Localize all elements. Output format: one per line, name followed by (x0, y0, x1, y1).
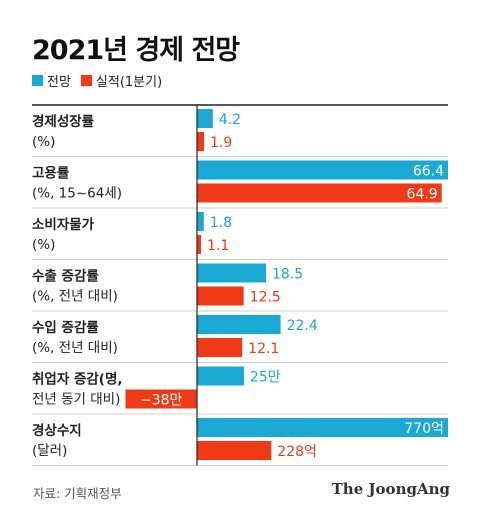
category-label: 취업자 증감(명, (32, 371, 123, 388)
chart-title: 2021년 경제 전망 (32, 35, 240, 66)
legend-swatch-forecast (32, 75, 43, 86)
category-sublabel: (%, 전년 대비) (32, 289, 118, 305)
category-label: 수출 증감률 (32, 268, 99, 285)
brand-logo: The JoongAng (331, 480, 450, 498)
legend-item-actual: 실적(1분기) (80, 71, 163, 90)
category-label: 소비자물가 (32, 217, 95, 233)
bar-actual (197, 235, 202, 254)
category-sublabel: 전년 동기 대비) (32, 392, 120, 408)
category-sublabel: (달러) (32, 443, 67, 459)
category-label: 고용률 (32, 165, 70, 182)
legend-item-forecast: 전망 (32, 71, 71, 90)
bar-actual (197, 441, 272, 460)
category-sublabel: (%, 전년 대비) (32, 340, 118, 356)
category-sublabel: (%) (32, 237, 55, 253)
data-label: −38만 (140, 393, 183, 409)
data-label: 18.5 (272, 267, 303, 283)
bar-forecast (197, 315, 281, 334)
category-label: 경제성장률 (32, 113, 95, 130)
data-label: 25만 (250, 370, 281, 386)
data-label: 1.8 (210, 215, 232, 231)
bar-forecast (197, 418, 448, 437)
bar-actual (197, 286, 244, 306)
bar-forecast (197, 366, 244, 386)
data-label: 228억 (277, 444, 317, 460)
legend-swatch-actual (80, 75, 92, 86)
bar-actual (197, 183, 442, 203)
legend: 전망 실적(1분기) (32, 71, 162, 90)
data-label: 22.4 (287, 318, 318, 334)
data-label: 12.5 (250, 290, 281, 306)
category-sublabel: (%, 15~64세) (32, 186, 122, 202)
bar-actual (125, 389, 197, 409)
bar-forecast (197, 263, 267, 283)
bar-actual (197, 338, 243, 357)
bar-forecast (197, 160, 448, 180)
bar-forecast (197, 212, 204, 231)
legend-label-forecast: 전망 (47, 75, 71, 90)
data-label: 1.1 (207, 238, 229, 254)
data-label: 12.1 (248, 341, 279, 357)
legend-label-actual: 실적(1분기) (95, 75, 163, 90)
data-label: 1.9 (210, 135, 232, 151)
category-sublabel: (%) (32, 134, 55, 150)
bar-forecast (197, 109, 213, 128)
source-note: 자료: 기획재정부 (33, 486, 122, 501)
data-label: 64.9 (407, 187, 438, 203)
data-label: 4.2 (219, 112, 241, 128)
data-label: 770억 (404, 421, 444, 437)
bar-actual (197, 132, 205, 151)
category-label: 경상수지 (32, 422, 82, 439)
category-label: 수입 증감률 (32, 319, 99, 336)
data-label: 66.4 (413, 164, 444, 180)
